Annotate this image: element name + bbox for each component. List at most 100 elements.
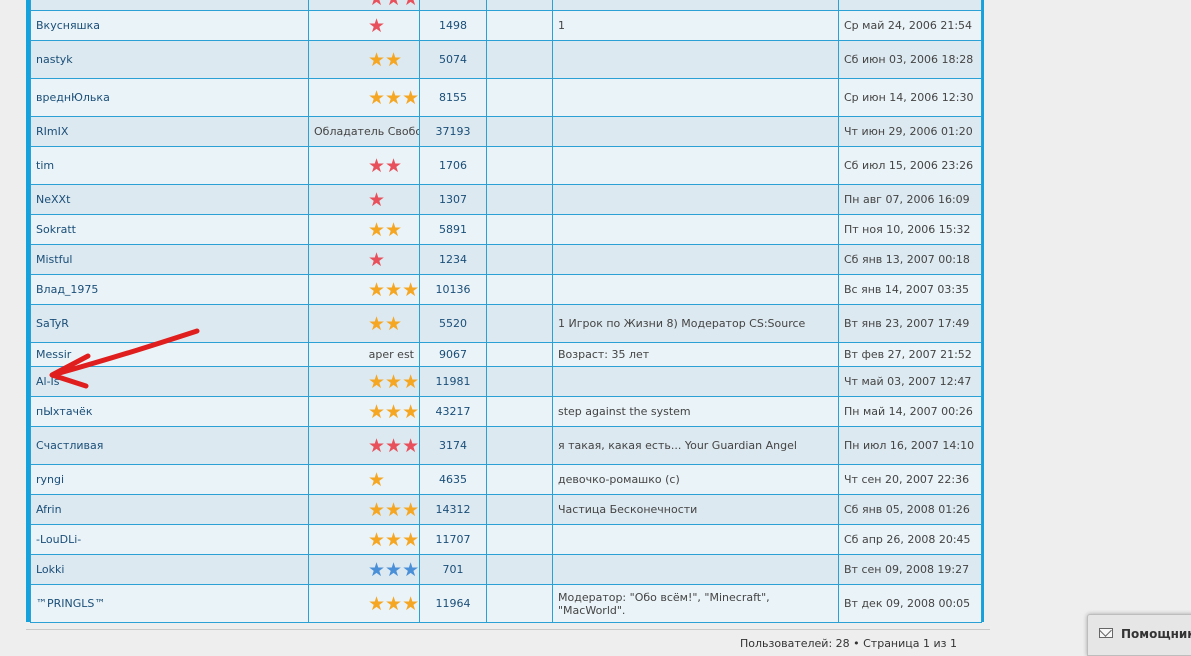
post-count: 14312 [420, 495, 487, 525]
rank-stars: ★★★★★ [314, 373, 420, 391]
rank-cell: Обладатель Свободы [309, 117, 420, 147]
rank-stars: ★ [314, 251, 385, 269]
member-name-link[interactable]: Afrin [36, 503, 62, 516]
star-icon: ★ [402, 501, 419, 519]
empty-cell [487, 245, 553, 275]
rank-cell: ★★ [309, 305, 420, 343]
member-info [553, 147, 839, 185]
star-icon: ★ [385, 373, 402, 391]
star-icon: ★ [402, 437, 419, 455]
join-date: Чт май 03, 2007 12:47 [839, 367, 982, 397]
star-icon: ★ [385, 281, 402, 299]
member-info: 1 Игрок по Жизни 8) Модератор CS:Source [553, 305, 839, 343]
post-count: 11981 [420, 367, 487, 397]
member-info [553, 555, 839, 585]
post-count: 11964 [420, 585, 487, 623]
star-icon: ★ [385, 315, 402, 333]
empty-cell [487, 343, 553, 367]
member-name-link[interactable]: Lokki [36, 563, 64, 576]
member-name-link[interactable]: Счастливая [36, 439, 103, 452]
star-icon: ★ [385, 437, 402, 455]
rank-stars: ★★★★★ [314, 437, 420, 455]
empty-cell [487, 79, 553, 117]
empty-cell [487, 465, 553, 495]
join-date: Пн июл 16, 2007 14:10 [839, 427, 982, 465]
member-info: девочко-ромашко (c) [553, 465, 839, 495]
member-name-cell: Lokki [31, 555, 309, 585]
star-icon: ★ [368, 17, 385, 35]
post-count: 1307 [420, 185, 487, 215]
join-date: Вс янв 14, 2007 03:35 [839, 275, 982, 305]
helper-button[interactable]: Помощник [1087, 614, 1191, 656]
post-count: 1498 [420, 11, 487, 41]
star-icon: ★ [402, 531, 419, 549]
member-name-link[interactable]: пЫхтачёк [36, 405, 92, 418]
post-count: 5074 [420, 41, 487, 79]
star-icon: ★ [368, 437, 385, 455]
join-date: Сб янв 05, 2008 01:26 [839, 495, 982, 525]
post-count: 11707 [420, 525, 487, 555]
rank-cell: ★★ [309, 41, 420, 79]
member-info [553, 0, 839, 11]
join-date: Вт янв 23, 2007 17:49 [839, 305, 982, 343]
rank-cell: ★ [309, 465, 420, 495]
post-count: 1234 [420, 245, 487, 275]
member-info [553, 245, 839, 275]
empty-cell [487, 397, 553, 427]
rank-stars: ★★★★★ [314, 501, 420, 519]
member-name-cell: Счастливая [31, 427, 309, 465]
post-count: 10136 [420, 275, 487, 305]
join-date: Пн май 14, 2007 00:26 [839, 397, 982, 427]
member-info [553, 117, 839, 147]
member-name-cell: -LouDLi- [31, 525, 309, 555]
star-icon: ★ [402, 0, 419, 8]
rank-stars: ★★★★★ [314, 281, 420, 299]
member-name-cell: ™PRINGLS™ [31, 585, 309, 623]
red-arrow-annotation [0, 0, 220, 400]
empty-cell [487, 147, 553, 185]
empty-cell [487, 367, 553, 397]
rank-cell: ★★★★★ [309, 0, 420, 11]
member-name-link[interactable]: -LouDLi- [36, 533, 81, 546]
post-count: 1706 [420, 147, 487, 185]
member-info [553, 525, 839, 555]
post-count: 3174 [420, 427, 487, 465]
star-icon: ★ [385, 403, 402, 421]
star-icon: ★ [368, 315, 385, 333]
member-info [553, 79, 839, 117]
post-count [420, 0, 487, 11]
star-icon: ★ [368, 221, 385, 239]
rank-cell: ★★★★★ [309, 397, 420, 427]
join-date: Вт дек 09, 2008 00:05 [839, 585, 982, 623]
empty-cell [487, 427, 553, 465]
star-icon: ★ [385, 595, 402, 613]
rank-cell: ★★★★★ [309, 525, 420, 555]
member-name-link[interactable]: ryngi [36, 473, 64, 486]
rank-stars: ★★ [314, 51, 402, 69]
member-name-cell: ryngi [31, 465, 309, 495]
post-count: 5520 [420, 305, 487, 343]
join-date: Ср июн 14, 2006 12:30 [839, 79, 982, 117]
rank-stars: ★★★★ [314, 561, 420, 579]
rank-cell: ★ [309, 185, 420, 215]
rank-stars: ★★ [314, 315, 402, 333]
member-name-link[interactable]: ™PRINGLS™ [36, 597, 105, 610]
star-icon: ★ [368, 595, 385, 613]
post-count: 37193 [420, 117, 487, 147]
star-icon: ★ [385, 157, 402, 175]
rank-cell: ★★★★★ [309, 275, 420, 305]
star-icon: ★ [385, 501, 402, 519]
rank-stars: ★★★★★ [314, 531, 420, 549]
star-icon: ★ [368, 51, 385, 69]
join-date: Ср май 24, 2006 21:54 [839, 11, 982, 41]
star-icon: ★ [385, 221, 402, 239]
star-icon: ★ [368, 531, 385, 549]
post-count: 701 [420, 555, 487, 585]
join-date: Сб июл 15, 2006 23:26 [839, 147, 982, 185]
join-date: Пт ноя 10, 2006 15:32 [839, 215, 982, 245]
footer-divider [26, 629, 990, 630]
member-info: я такая, какая есть... Your Guardian Ang… [553, 427, 839, 465]
